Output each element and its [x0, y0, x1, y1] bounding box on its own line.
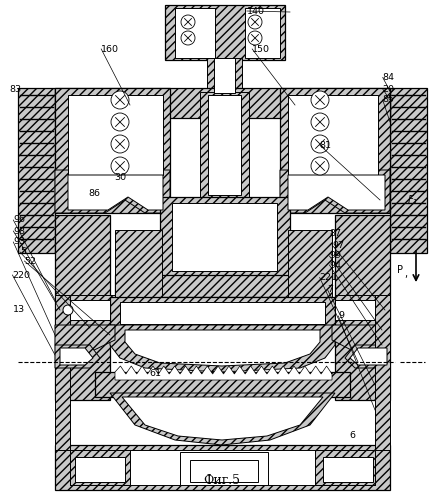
Text: 85: 85: [383, 96, 395, 104]
Bar: [55, 215, 110, 400]
Bar: [315, 450, 375, 485]
Bar: [207, 58, 242, 93]
Bar: [175, 8, 215, 58]
Bar: [60, 300, 110, 320]
Circle shape: [311, 91, 329, 109]
Bar: [208, 95, 241, 195]
Text: 7: 7: [328, 286, 334, 294]
Text: 98: 98: [13, 226, 25, 235]
Polygon shape: [110, 393, 335, 445]
Text: 83: 83: [9, 84, 21, 94]
Bar: [390, 88, 427, 253]
Text: 6: 6: [350, 430, 356, 440]
Polygon shape: [280, 170, 390, 213]
Text: Фиг.5: Фиг.5: [203, 474, 241, 486]
Text: ,: ,: [404, 269, 407, 279]
Text: 220: 220: [12, 270, 31, 280]
Polygon shape: [288, 230, 332, 297]
Bar: [55, 88, 170, 213]
Circle shape: [111, 91, 129, 109]
Polygon shape: [60, 348, 93, 365]
Bar: [75, 457, 125, 482]
Bar: [335, 295, 390, 325]
Polygon shape: [55, 345, 100, 368]
Bar: [115, 275, 330, 297]
Circle shape: [311, 113, 329, 131]
Polygon shape: [350, 348, 387, 365]
Text: 86: 86: [88, 190, 100, 198]
Bar: [68, 95, 163, 175]
Bar: [160, 197, 290, 277]
Bar: [214, 58, 235, 93]
Circle shape: [181, 15, 195, 29]
Bar: [335, 215, 390, 400]
Text: 97: 97: [332, 240, 344, 250]
Bar: [70, 450, 375, 485]
Bar: [190, 460, 258, 482]
Polygon shape: [110, 325, 335, 372]
Circle shape: [63, 305, 73, 315]
Bar: [245, 8, 280, 58]
Text: 96: 96: [13, 216, 25, 224]
Bar: [335, 300, 385, 320]
Polygon shape: [122, 397, 323, 440]
Bar: [55, 295, 70, 450]
Text: 52: 52: [24, 256, 36, 266]
Circle shape: [311, 135, 329, 153]
Circle shape: [111, 157, 129, 175]
Bar: [55, 295, 115, 325]
Text: 61: 61: [149, 370, 161, 378]
Text: 140: 140: [247, 6, 265, 16]
Circle shape: [111, 113, 129, 131]
Bar: [172, 203, 277, 271]
Polygon shape: [125, 330, 320, 366]
Circle shape: [248, 31, 262, 45]
Bar: [323, 457, 373, 482]
Bar: [375, 295, 390, 450]
Polygon shape: [68, 175, 163, 210]
Bar: [200, 92, 249, 197]
Circle shape: [181, 31, 195, 45]
Bar: [110, 297, 335, 327]
Text: 30: 30: [115, 173, 127, 182]
Circle shape: [311, 157, 329, 175]
Polygon shape: [55, 170, 170, 213]
Text: 9: 9: [338, 312, 345, 320]
Polygon shape: [332, 325, 390, 352]
Text: $F_1$: $F_1$: [407, 193, 419, 207]
Text: 87: 87: [329, 230, 341, 238]
Bar: [70, 450, 130, 485]
Text: 13: 13: [13, 306, 25, 314]
Polygon shape: [345, 345, 390, 368]
Bar: [180, 452, 268, 485]
Polygon shape: [55, 325, 115, 352]
Bar: [18, 88, 55, 253]
Text: 93: 93: [13, 238, 25, 246]
Text: 160: 160: [101, 44, 119, 54]
Text: 81: 81: [320, 140, 332, 149]
Bar: [55, 88, 390, 118]
Circle shape: [111, 135, 129, 153]
Polygon shape: [115, 230, 162, 297]
Bar: [165, 5, 285, 60]
Polygon shape: [288, 175, 385, 210]
Text: 221: 221: [320, 273, 338, 282]
Bar: [288, 95, 378, 175]
Text: P: P: [397, 265, 404, 275]
Text: 84: 84: [383, 73, 395, 82]
Circle shape: [248, 15, 262, 29]
Text: 20: 20: [383, 84, 395, 94]
Text: 5: 5: [20, 248, 26, 256]
Bar: [55, 445, 390, 490]
Text: 99: 99: [329, 252, 341, 260]
Polygon shape: [115, 366, 332, 380]
Text: 94: 94: [329, 260, 341, 270]
Bar: [120, 302, 325, 324]
Bar: [280, 88, 390, 213]
Bar: [95, 372, 350, 397]
Text: 150: 150: [252, 44, 270, 54]
